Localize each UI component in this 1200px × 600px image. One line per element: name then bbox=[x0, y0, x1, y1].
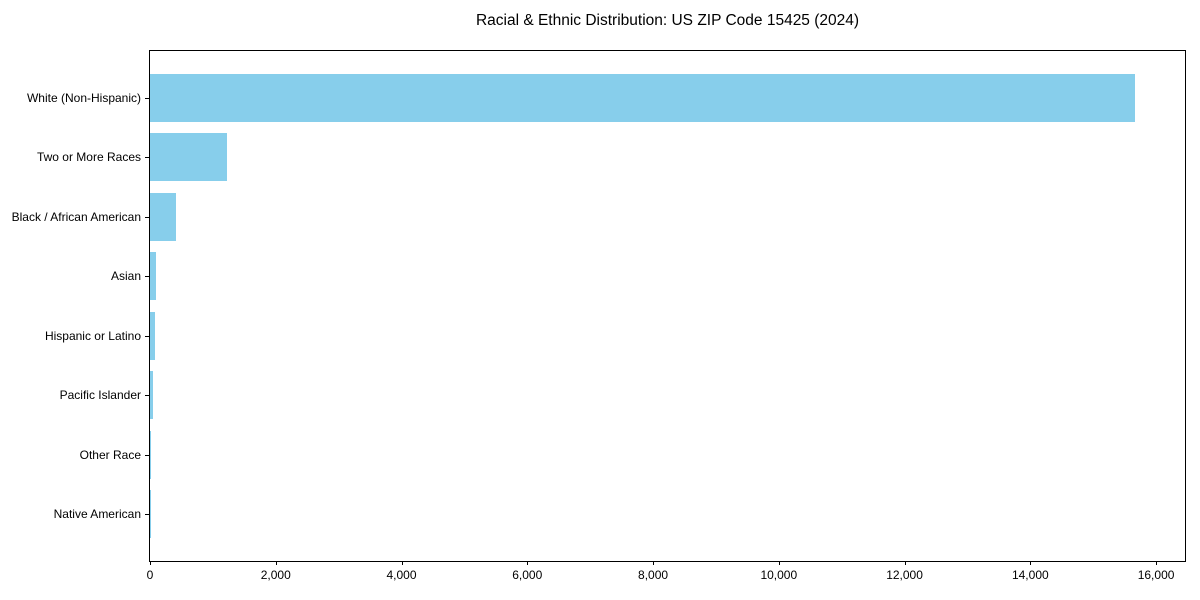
y-tick-label: Native American bbox=[53, 507, 141, 522]
bar-row: Other Race bbox=[80, 425, 1185, 485]
y-tick-mark bbox=[145, 395, 149, 397]
bar-row: Two or More Races bbox=[37, 128, 1185, 188]
x-tick-label: 0 bbox=[146, 568, 154, 582]
bar-row: White (Non-Hispanic) bbox=[27, 68, 1185, 128]
x-tick-mark bbox=[653, 561, 655, 565]
x-tick-mark bbox=[275, 561, 277, 565]
y-tick-label: Asian bbox=[110, 269, 141, 284]
bar bbox=[150, 192, 176, 241]
bar bbox=[150, 73, 1136, 122]
y-tick-mark bbox=[145, 97, 149, 99]
bars-container: White (Non-Hispanic) Two or More Races Bla… bbox=[12, 51, 1185, 561]
x-tick-label: 2,000 bbox=[260, 568, 291, 582]
bar bbox=[150, 252, 156, 301]
y-tick-label: Hispanic or Latino bbox=[44, 328, 141, 343]
x-tick-label: 6,000 bbox=[512, 568, 543, 582]
x-tick-label: 14,000 bbox=[1011, 568, 1049, 582]
y-tick-label: White (Non-Hispanic) bbox=[26, 90, 141, 105]
y-tick-mark bbox=[145, 514, 149, 516]
x-tick-mark bbox=[1030, 561, 1032, 565]
x-tick-label: 10,000 bbox=[760, 568, 798, 582]
x-tick-label: 16,000 bbox=[1137, 568, 1175, 582]
plot-area: White (Non-Hispanic) Two or More Races Bla… bbox=[12, 50, 1186, 582]
y-tick-label: Black / African American bbox=[11, 209, 141, 224]
bar-row: Black / African American bbox=[12, 187, 1185, 247]
bar bbox=[150, 311, 155, 360]
bar bbox=[150, 133, 227, 182]
x-tick-mark bbox=[1156, 561, 1158, 565]
bar-row: Native American bbox=[54, 485, 1185, 545]
x-tick-label: 12,000 bbox=[886, 568, 923, 582]
bar-row: Pacific Islander bbox=[60, 366, 1185, 426]
bar-row: Hispanic or Latino bbox=[45, 306, 1185, 366]
x-tick-mark bbox=[904, 561, 906, 565]
x-tick-label: 4,000 bbox=[386, 568, 417, 582]
bar bbox=[150, 430, 151, 479]
x-tick-mark bbox=[150, 561, 151, 565]
bar-row: Asian bbox=[111, 247, 1185, 307]
y-tick-mark bbox=[145, 216, 149, 218]
x-tick-mark bbox=[527, 561, 529, 565]
y-tick-label: Two or More Races bbox=[36, 150, 141, 165]
x-tick-label: 8,000 bbox=[638, 568, 669, 582]
y-tick-label: Pacific Islander bbox=[59, 388, 141, 403]
y-tick-mark bbox=[145, 157, 149, 159]
y-tick-mark bbox=[145, 276, 149, 278]
y-tick-mark bbox=[145, 335, 149, 337]
x-tick-mark bbox=[778, 561, 780, 565]
chart-title: Racial & Ethnic Distribution: US ZIP Cod… bbox=[475, 12, 860, 29]
bar bbox=[150, 371, 153, 420]
y-tick-label: Other Race bbox=[79, 447, 141, 462]
x-axis-ticks: 0 2,000 4,000 6,000 8,000 10,000 12,000 14,000 1… bbox=[146, 561, 1185, 591]
x-tick-mark bbox=[401, 561, 403, 565]
y-tick-mark bbox=[145, 454, 149, 456]
